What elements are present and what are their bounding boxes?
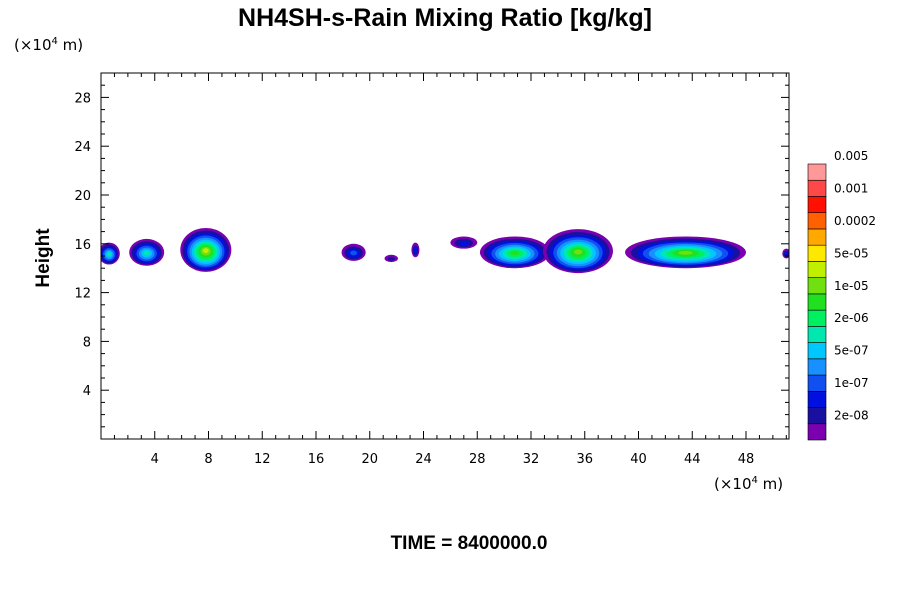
x-tick-label: 8 (204, 452, 212, 467)
colorbar-label: 2e-06 (834, 311, 869, 325)
y-tick-label: 28 (74, 91, 91, 106)
x-unit-label: (×104 m) (714, 475, 783, 493)
contour-blob (129, 238, 165, 266)
y-tick-label: 12 (74, 287, 91, 302)
colorbar-swatch (807, 390, 827, 408)
y-tick-label: 24 (74, 140, 91, 155)
contour-level (413, 247, 417, 254)
colorbar-swatch (807, 179, 827, 197)
chart-title: NH4SH-s-Rain Mixing Ratio [kg/kg] (238, 4, 652, 32)
x-tick-label: 36 (576, 452, 593, 467)
colorbar-swatch (807, 423, 827, 441)
colorbar-swatch (807, 309, 827, 327)
colorbar-label: 0.001 (834, 181, 868, 195)
contour-level (510, 250, 520, 256)
colorbar-swatch (807, 326, 827, 343)
contour-blob (625, 236, 746, 269)
colorbar-label: 5e-05 (834, 246, 869, 260)
colorbar-swatch (807, 374, 827, 392)
y-tick-label: 20 (74, 189, 91, 204)
x-tick-label: 24 (415, 452, 432, 467)
x-tick-label: 40 (630, 452, 647, 467)
contour-blob (101, 242, 120, 265)
contour-blob (479, 236, 550, 269)
colorbar-swatch (807, 293, 827, 311)
y-axis-label: Height (33, 228, 54, 288)
x-tick-label: 16 (308, 452, 325, 467)
x-tick-label: 20 (361, 452, 378, 467)
colorbar-label: 1e-05 (834, 279, 869, 293)
colorbar-swatch (807, 163, 827, 181)
contour-blob (341, 243, 366, 261)
y-tick-label: 4 (83, 384, 91, 399)
y-unit-label: (×104 m) (14, 36, 83, 54)
contour-blob (543, 229, 613, 274)
time-label: TIME = 8400000.0 (391, 533, 548, 554)
contour-blob (450, 236, 478, 249)
contour-level (203, 248, 209, 254)
contour-level (387, 256, 395, 261)
colorbar-swatch (807, 407, 827, 425)
colorbar-swatch (807, 358, 827, 376)
colorbar-swatch (807, 196, 827, 214)
colorbar-swatch (807, 261, 827, 278)
x-tick-label: 4 (151, 452, 159, 467)
colorbar-swatch (807, 228, 827, 246)
colorbar-label: 2e-08 (834, 409, 869, 423)
y-tick-label: 8 (83, 335, 91, 350)
colorbar-swatch (807, 244, 827, 262)
contour-level (107, 252, 111, 256)
x-tick-label: 12 (254, 452, 271, 467)
colorbar-swatch (807, 277, 827, 295)
colorbar-swatch (807, 212, 827, 230)
contour-blob (384, 254, 398, 263)
colorbar-label: 5e-07 (834, 344, 869, 358)
contour-field (101, 227, 789, 274)
contour-blob (180, 227, 232, 272)
contour-level (458, 240, 469, 246)
colorbar: 2e-08 1e-07 5e-07 2e-06 1e-05 5e-05 0.0002 0.00… (807, 149, 876, 441)
contour-level (350, 250, 358, 256)
contour-level (784, 252, 788, 256)
colorbar-label: 0.005 (834, 149, 868, 163)
x-tick-label: 28 (469, 452, 486, 467)
x-tick-label: 32 (523, 452, 540, 467)
x-tick-label: 48 (738, 452, 755, 467)
contour-level (143, 250, 150, 256)
contour-blob (411, 242, 420, 258)
colorbar-swatch (807, 342, 827, 360)
contour-level (573, 249, 583, 255)
colorbar-label: 1e-07 (834, 376, 869, 390)
contour-level (678, 251, 693, 255)
y-tick-label: 16 (74, 238, 91, 253)
colorbar-label: 0.0002 (834, 214, 876, 228)
x-tick-label: 44 (684, 452, 701, 467)
